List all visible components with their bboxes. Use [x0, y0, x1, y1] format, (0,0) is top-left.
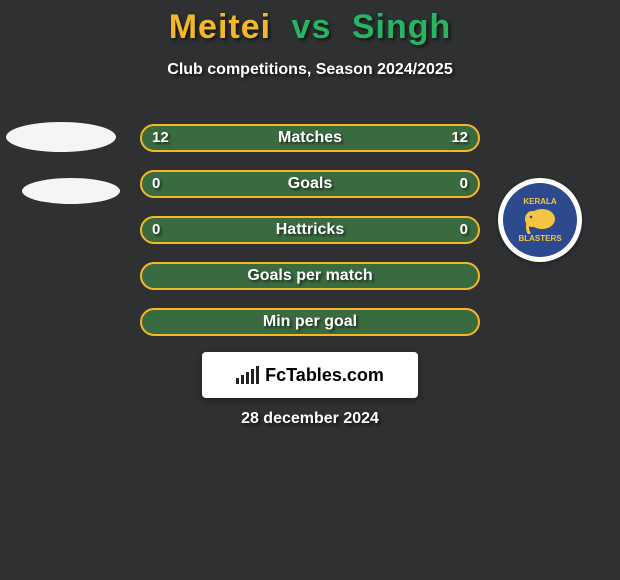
club-badge: KERALA BLASTERS [498, 178, 582, 262]
stat-label: Hattricks [142, 218, 478, 242]
bars-icon [236, 366, 259, 384]
stat-left-value: 0 [152, 172, 160, 196]
stats-table: Matches1212Goals00Hattricks00Goals per m… [140, 124, 480, 354]
club-badge-inner: KERALA BLASTERS [503, 183, 577, 257]
title: Meitei vs Singh [0, 0, 620, 47]
comparison-card: Meitei vs Singh Club competitions, Seaso… [0, 0, 620, 580]
vs-word: vs [292, 8, 332, 46]
stat-left-value: 12 [152, 126, 169, 150]
club-badge-bottom-text: BLASTERS [518, 234, 561, 243]
player2-name: Singh [352, 8, 451, 46]
stat-label: Matches [142, 126, 478, 150]
player1-photo-placeholder-top [6, 122, 116, 152]
stat-row: Min per goal [140, 308, 480, 336]
player1-name: Meitei [169, 8, 271, 46]
stat-right-value: 0 [460, 172, 468, 196]
stat-row: Goals0 0 [140, 170, 480, 198]
stat-row: Hattricks0 0 [140, 216, 480, 244]
site-badge[interactable]: FcTables.com [202, 352, 418, 398]
stat-label: Goals [142, 172, 478, 196]
club-badge-top-text: KERALA [523, 197, 556, 206]
subtitle: Club competitions, Season 2024/2025 [0, 61, 620, 79]
stat-label: Min per goal [142, 310, 478, 334]
stat-row: Goals per match [140, 262, 480, 290]
stat-right-value: 0 [460, 218, 468, 242]
site-badge-text: FcTables.com [265, 365, 384, 386]
stat-right-value: 12 [451, 126, 468, 150]
elephant-icon [522, 206, 558, 234]
stat-left-value: 0 [152, 218, 160, 242]
player1-photo-placeholder-mid [22, 178, 120, 204]
stat-label: Goals per match [142, 264, 478, 288]
stat-row: Matches12 12 [140, 124, 480, 152]
date-text: 28 december 2024 [0, 410, 620, 428]
